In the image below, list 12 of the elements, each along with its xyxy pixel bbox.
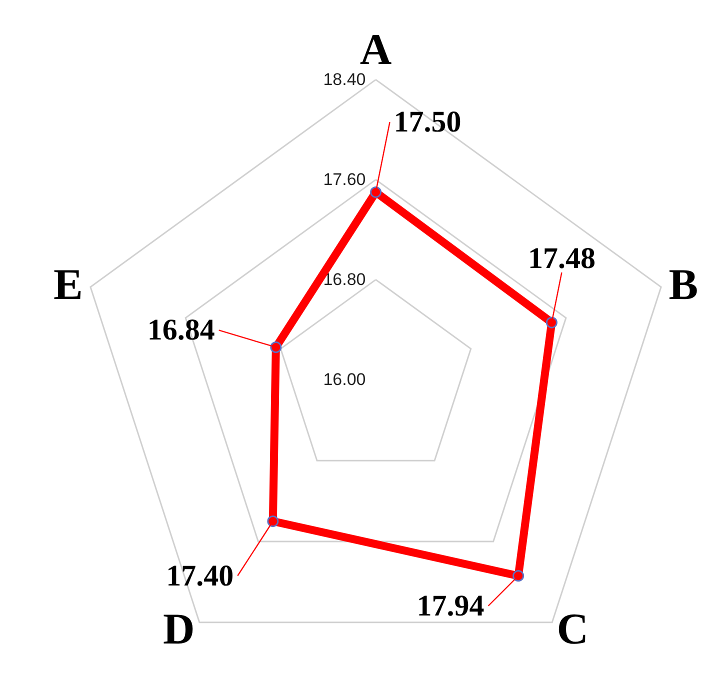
y-tick-label: 16.80 <box>323 270 366 290</box>
data-label: 17.48 <box>528 242 596 276</box>
data-label: 17.50 <box>394 106 462 139</box>
data-label: 17.94 <box>416 589 484 622</box>
spoke-label: D <box>162 604 195 654</box>
data-label: 16.84 <box>147 314 215 347</box>
y-tick-label: 17.60 <box>323 170 366 190</box>
spoke-label: E <box>53 260 83 310</box>
data-label: 17.40 <box>166 559 234 592</box>
spoke-label: C <box>556 604 589 654</box>
y-tick-label: 16.00 <box>323 370 366 390</box>
spoke-label: B <box>668 260 698 310</box>
